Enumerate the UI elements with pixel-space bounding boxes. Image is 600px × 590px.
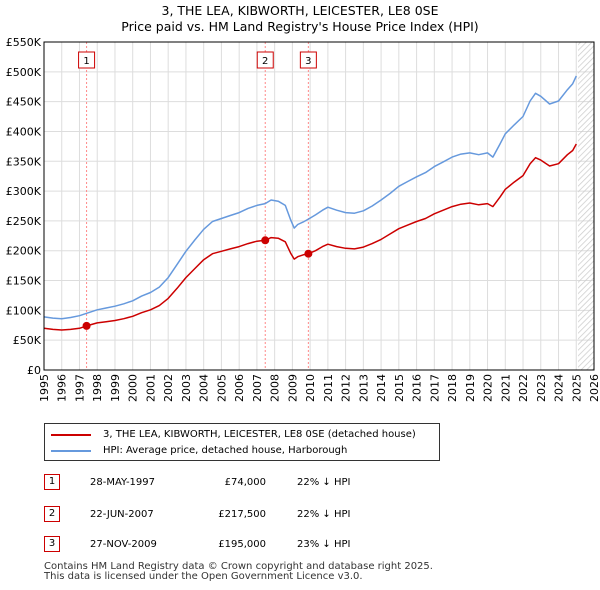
sale-hpi-diff: 23% ↓ HPI (297, 539, 351, 550)
sale-date: 22-JUN-2007 (90, 509, 154, 520)
sale-point (261, 236, 270, 245)
x-tick-label: 2021 (499, 374, 512, 402)
x-tick-label: 2025 (570, 374, 583, 402)
y-tick-label: £150K (6, 275, 42, 288)
sale-price: £217,500 (218, 509, 266, 520)
x-tick-label: 2024 (553, 374, 566, 402)
x-tick-label: 2015 (393, 374, 406, 402)
axis-layer: £0 £50K £100K £150K £200K £250K £300K £350K £400… (6, 36, 600, 402)
y-tick-label: £400K (6, 125, 42, 138)
x-tick-label: 2012 (340, 374, 353, 402)
sale-date: 27-NOV-2009 (90, 539, 157, 550)
x-tick-label: 2018 (446, 374, 459, 402)
sale-marker-boxes: 1 2 3 (78, 51, 317, 69)
grid-layer (43, 41, 595, 371)
future-region (578, 42, 594, 370)
y-tick-label: £250K (6, 215, 42, 228)
sale-row: 3 27-NOV-2009 £195,000 23% ↓ HPI (44, 536, 584, 554)
x-tick-label: 2011 (322, 374, 335, 402)
y-tick-label: £300K (6, 185, 42, 198)
x-tick-label: 2013 (357, 374, 370, 402)
sale-number-badge: 2 (44, 506, 60, 522)
future-hatch (578, 42, 594, 370)
sale-date: 28-MAY-1997 (90, 477, 156, 488)
legend-label-hpi: HPI: Average price, detached house, Harb… (103, 445, 348, 456)
x-tick-label: 1998 (91, 374, 104, 402)
sale-number-badge: 3 (44, 536, 60, 552)
x-tick-label: 2022 (517, 374, 530, 402)
chart-title: 3, THE LEA, KIBWORTH, LEICESTER, LE8 0SE (161, 3, 439, 18)
y-tick-label: £0 (27, 364, 41, 377)
x-tick-label: 2003 (180, 374, 193, 402)
y-tick-label: £50K (13, 334, 42, 347)
x-tick-label: 2001 (144, 374, 157, 402)
y-tick-label: £350K (6, 155, 42, 168)
legend: 3, THE LEA, KIBWORTH, LEICESTER, LE8 0SE… (44, 423, 440, 461)
x-tick-label: 2007 (251, 374, 264, 402)
x-tick-label: 2010 (304, 374, 317, 402)
legend-swatch-property (51, 434, 91, 436)
x-tick-label: 2026 (588, 374, 600, 402)
sale-hpi-diff: 22% ↓ HPI (297, 477, 351, 488)
x-tick-label: 2002 (162, 374, 175, 402)
x-tick-label: 2005 (215, 374, 228, 402)
x-tick-label: 2008 (269, 374, 282, 402)
y-tick-label: £550K (6, 36, 42, 49)
y-tick-label: £450K (6, 96, 42, 109)
sale-hpi-diff: 22% ↓ HPI (297, 509, 351, 520)
x-tick-label: 2019 (464, 374, 477, 402)
y-tick-label: £200K (6, 245, 42, 258)
plot-frame (43, 41, 595, 371)
legend-swatch-hpi (51, 450, 91, 452)
legend-label-property: 3, THE LEA, KIBWORTH, LEICESTER, LE8 0SE… (103, 429, 416, 440)
sale-marker-label: 1 (83, 56, 89, 67)
x-tick-label: 2006 (233, 374, 246, 402)
x-tick-label: 2009 (286, 374, 299, 402)
sale-point (304, 249, 313, 258)
x-tick-label: 2017 (428, 374, 441, 402)
sale-marker-box (299, 51, 317, 69)
chart-subtitle: Price paid vs. HM Land Registry's House … (121, 19, 479, 34)
x-tick-label: 2014 (375, 374, 388, 402)
sale-marker-lines (86, 42, 309, 370)
sale-price: £195,000 (218, 539, 266, 550)
x-tick-label: 2000 (127, 374, 140, 402)
sale-point (82, 321, 91, 330)
sale-price: £74,000 (224, 477, 266, 488)
x-tick-label: 1996 (56, 374, 69, 402)
footer-licence: This data is licensed under the Open Gov… (44, 571, 363, 582)
sale-marker-label: 2 (262, 56, 268, 67)
sale-number-badge: 1 (44, 474, 60, 490)
x-tick-label: 1997 (73, 374, 86, 402)
footer-copyright: Contains HM Land Registry data © Crown c… (44, 561, 433, 572)
x-tick-label: 2023 (535, 374, 548, 402)
y-tick-label: £100K (6, 304, 42, 317)
sale-points (82, 236, 313, 330)
sale-marker-box (256, 51, 274, 69)
sale-marker-box (78, 51, 96, 69)
x-tick-label: 2016 (411, 374, 424, 402)
sale-row: 1 28-MAY-1997 £74,000 22% ↓ HPI (44, 474, 584, 492)
y-tick-label: £500K (6, 66, 42, 79)
x-tick-label: 2020 (482, 374, 495, 402)
x-tick-label: 2004 (198, 374, 211, 402)
series-line-hpi (43, 75, 577, 320)
price-chart: 1 2 3 £0 £50K £100K £150K £200K £250K £300K £350K… (6, 36, 600, 402)
sale-marker-label: 3 (305, 56, 311, 67)
sale-row: 2 22-JUN-2007 £217,500 22% ↓ HPI (44, 506, 584, 524)
x-tick-label: 1999 (109, 374, 122, 402)
x-tick-label: 1995 (38, 374, 51, 402)
